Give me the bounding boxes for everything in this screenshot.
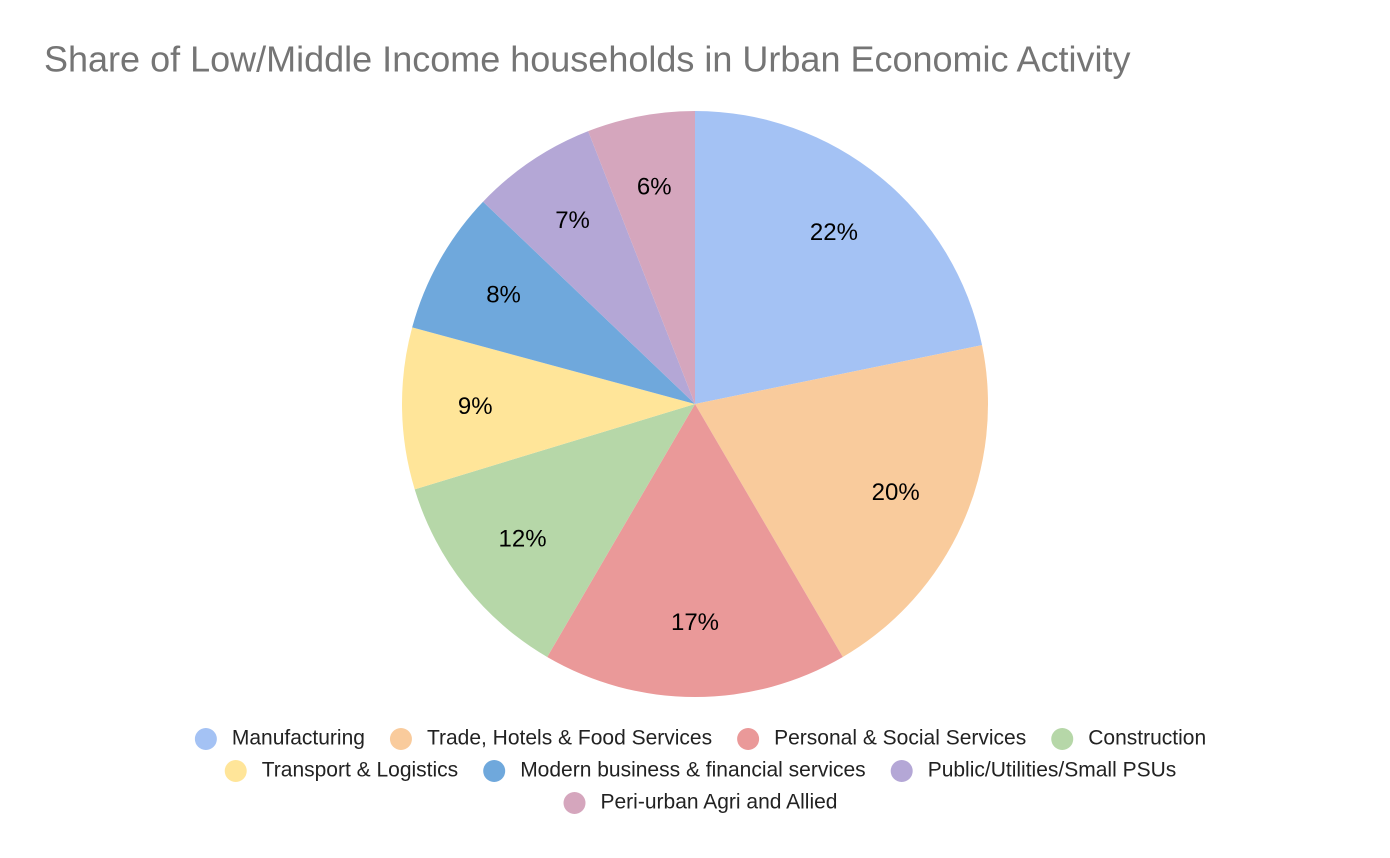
pie-slice: [695, 111, 983, 404]
legend-label: Trade, Hotels & Food Services: [427, 727, 712, 750]
legend-label: Peri-urban Agri and Allied: [601, 791, 838, 814]
legend-marker: [890, 760, 913, 782]
slice-label: 7%: [555, 207, 590, 234]
slice-label: 20%: [872, 479, 920, 506]
legend-label: Manufacturing: [232, 727, 365, 750]
pie-slice: [401, 327, 695, 490]
slice-label: 8%: [486, 281, 521, 308]
slice-label: 12%: [499, 526, 547, 553]
legend-marker: [389, 728, 412, 750]
legend-marker: [737, 728, 760, 750]
slice-label: 17%: [671, 609, 719, 636]
pie-slice: [695, 345, 988, 657]
chart-title: Share of Low/Middle Income households in…: [44, 39, 1131, 80]
legend-label: Construction: [1088, 727, 1206, 750]
pie-slice: [547, 404, 843, 697]
legend-label: Modern business & financial services: [520, 759, 866, 782]
pie-slice: [414, 404, 695, 657]
legend-marker: [483, 760, 506, 782]
pie-slice: [483, 131, 695, 404]
legend-label: Personal & Social Services: [774, 727, 1026, 750]
pie-slice: [588, 111, 695, 404]
legend-marker: [194, 728, 217, 750]
pie-slice: [412, 201, 695, 404]
slice-label: 9%: [458, 393, 493, 420]
legend-marker: [224, 760, 247, 782]
legend-label: Public/Utilities/Small PSUs: [928, 759, 1177, 782]
legend-marker: [563, 792, 586, 814]
legend-label: Transport & Logistics: [262, 759, 458, 782]
slice-label: 22%: [810, 219, 858, 246]
slice-label: 6%: [637, 173, 672, 200]
legend-marker: [1051, 728, 1074, 750]
